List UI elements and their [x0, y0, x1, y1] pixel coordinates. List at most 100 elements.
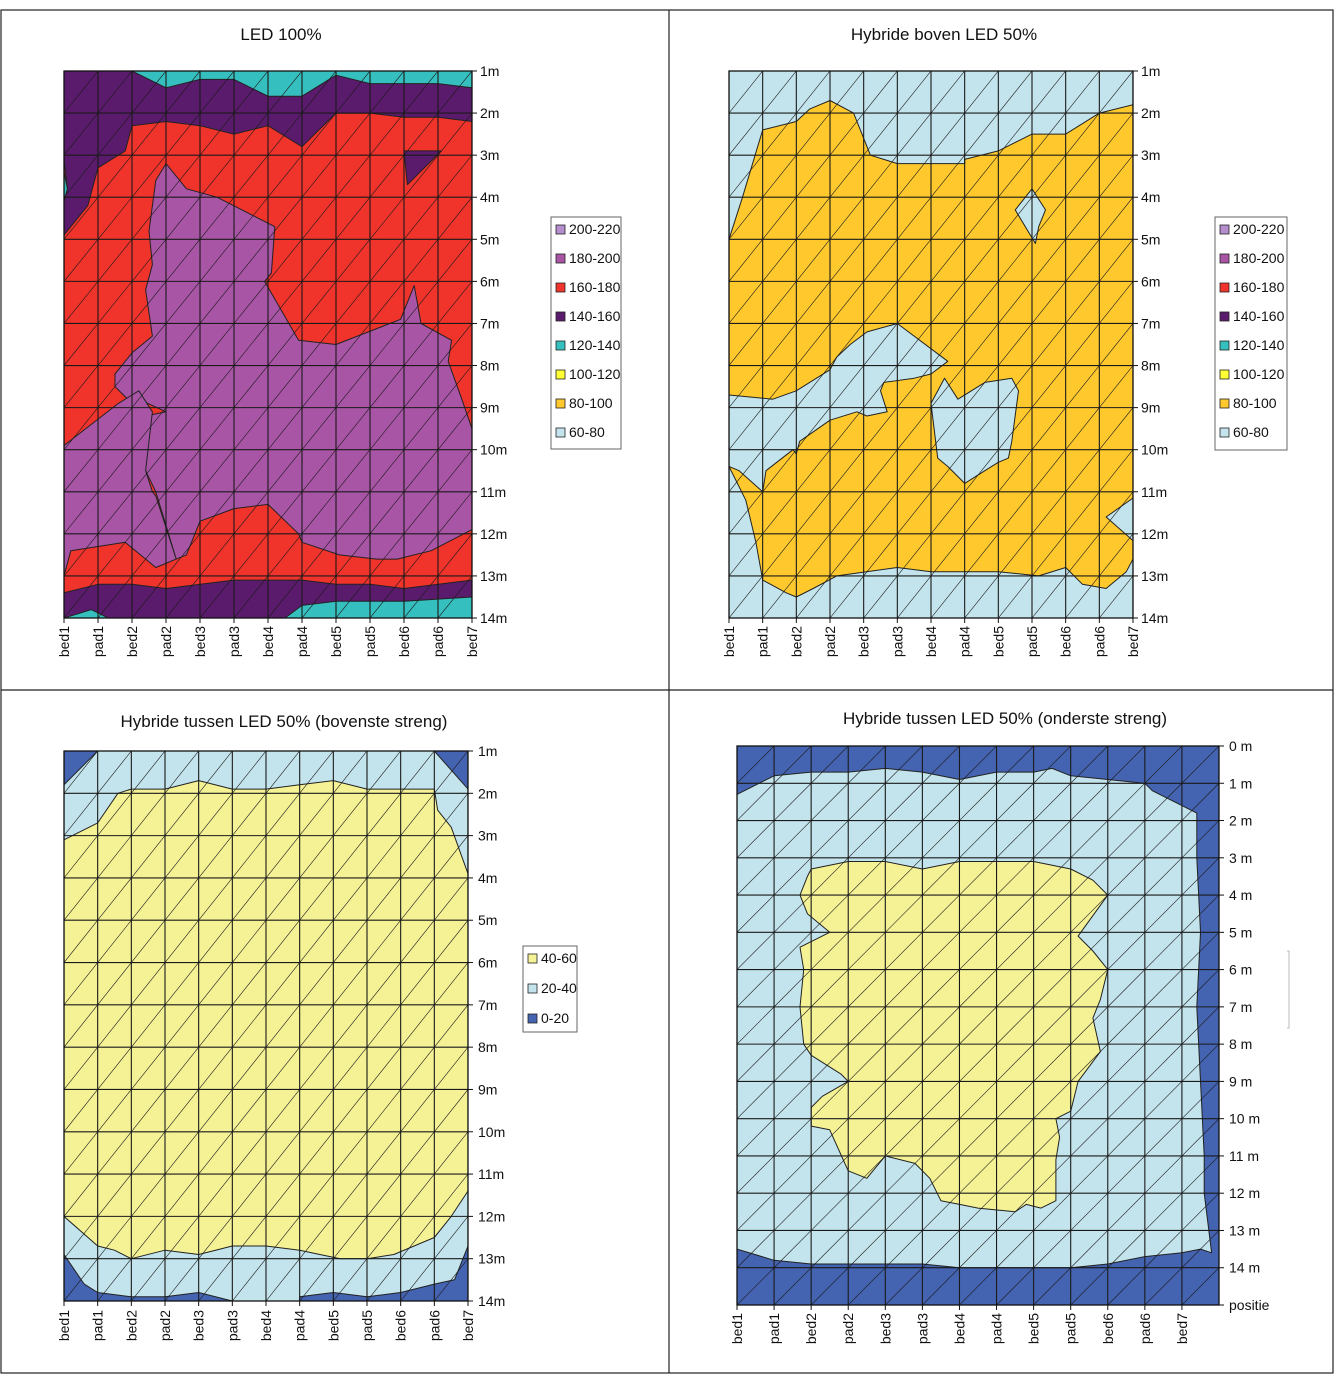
grid-diagonal — [434, 1004, 468, 1048]
x-tick-label: pad6 — [430, 626, 446, 657]
grid-diagonal — [233, 575, 269, 618]
grid-diagonal — [996, 894, 1034, 933]
grid-diagonal — [165, 71, 201, 114]
grid-diagonal — [301, 112, 337, 156]
grid-diagonal — [1107, 1267, 1146, 1305]
grid-diagonal — [773, 1081, 812, 1119]
grid-diagonal — [233, 365, 269, 408]
grid-diagonal — [232, 1089, 267, 1132]
grid-diagonal — [829, 154, 864, 198]
grid-diagonal — [64, 1216, 98, 1259]
grid-diagonal — [773, 1230, 812, 1268]
grid-diagonal — [335, 154, 371, 198]
grid-diagonal — [267, 365, 303, 408]
grid-diagonal — [299, 835, 334, 879]
grid-diagonal — [335, 533, 371, 577]
grid-diagonal — [996, 820, 1034, 859]
grid-diagonal — [1031, 365, 1066, 408]
contour-region — [930, 377, 1019, 484]
legend-swatch — [527, 983, 538, 994]
grid-diagonal — [897, 449, 932, 492]
grid-diagonal — [64, 575, 99, 618]
grid-diagonal — [64, 281, 99, 324]
chart-hybride-tussen-onderste: Hybride tussen LED 50% (onderste streng)… — [729, 709, 1290, 1344]
grid-diagonal — [885, 932, 923, 970]
grid-diagonal — [1181, 820, 1219, 859]
grid-diagonal — [267, 407, 303, 450]
grid-diagonal — [810, 1043, 849, 1082]
grid-diagonal — [366, 751, 401, 794]
grid-diagonal — [267, 71, 303, 114]
grid-diagonal — [829, 197, 864, 240]
grid-diagonal — [97, 112, 133, 156]
y-tick-label: 12m — [1141, 526, 1168, 542]
y-tick-label: 4m — [478, 870, 497, 886]
grid-diagonal — [437, 71, 472, 114]
grid-diagonal — [998, 239, 1033, 282]
grid-diagonal — [998, 112, 1033, 156]
x-tick-label: pad2 — [158, 626, 174, 657]
grid-diagonal — [403, 239, 439, 282]
grid-diagonal — [729, 281, 763, 324]
grid-diagonal — [885, 1006, 923, 1045]
x-tick-label: bed7 — [460, 1310, 476, 1341]
y-tick-label: 12m — [480, 526, 507, 542]
grid-diagonal — [885, 783, 923, 821]
grid-diagonal — [366, 1216, 401, 1259]
grid-diagonal — [198, 793, 233, 836]
y-tick-label: 14m — [478, 1293, 505, 1309]
grid-diagonal — [64, 112, 99, 156]
grid-diagonal — [848, 783, 886, 821]
grid-diagonal — [403, 533, 439, 577]
y-tick-label: 13m — [480, 568, 507, 584]
grid-diagonal — [164, 1173, 199, 1217]
grid-diagonal — [729, 112, 763, 156]
grid-diagonal — [301, 197, 337, 240]
grid-diagonal — [1099, 239, 1133, 282]
grid-diagonal — [959, 746, 997, 784]
grid-diagonal — [366, 1258, 401, 1301]
grid-diagonal — [810, 894, 849, 933]
grid-diagonal — [335, 281, 371, 324]
grid-diagonal — [233, 281, 269, 324]
grid-diagonal — [1031, 575, 1066, 618]
grid-diagonal — [1181, 746, 1219, 784]
chart-title: Hybride tussen LED 50% (bovenste streng) — [121, 712, 448, 731]
legend-label: 20-40 — [541, 980, 577, 996]
grid-diagonal — [434, 1173, 468, 1217]
grid-diagonal — [796, 112, 831, 156]
grid-diagonal — [959, 932, 997, 970]
grid-diagonal — [964, 71, 999, 114]
grid-diagonal — [1031, 112, 1066, 156]
grid-diagonal — [199, 449, 235, 492]
y-tick-label: 12m — [478, 1208, 505, 1224]
grid-diagonal — [164, 1004, 199, 1048]
grid-diagonal — [198, 1131, 233, 1175]
grid-diagonal — [998, 197, 1033, 240]
y-tick-label: 2m — [1141, 105, 1160, 121]
grid-diagonal — [885, 1267, 923, 1305]
grid-diagonal — [64, 1046, 98, 1090]
grid-diagonal — [265, 1089, 300, 1132]
grid-diagonal — [131, 1258, 166, 1301]
grid-diagonal — [164, 1046, 199, 1090]
grid-diagonal — [267, 533, 303, 577]
grid-diagonal — [301, 533, 337, 577]
y-tick-label: 1m — [1141, 63, 1160, 79]
grid-diagonal — [369, 71, 405, 114]
grid-diagonal — [1065, 449, 1100, 492]
grid-diagonal — [1144, 1155, 1183, 1194]
grid-diagonal — [301, 239, 337, 282]
legend-label: 0-20 — [541, 1010, 569, 1026]
grid-diagonal — [729, 575, 763, 618]
grid-diagonal — [199, 491, 235, 535]
grid-diagonal — [1031, 281, 1066, 324]
grid-diagonal — [863, 575, 898, 618]
grid-diagonal — [959, 1192, 997, 1231]
grid-diagonal — [131, 449, 167, 492]
grid-diagonal — [64, 1004, 98, 1048]
grid-diagonal — [729, 323, 763, 366]
grid-diagonal — [301, 281, 337, 324]
grid-diagonal — [737, 783, 775, 821]
grid-diagonal — [796, 575, 831, 618]
